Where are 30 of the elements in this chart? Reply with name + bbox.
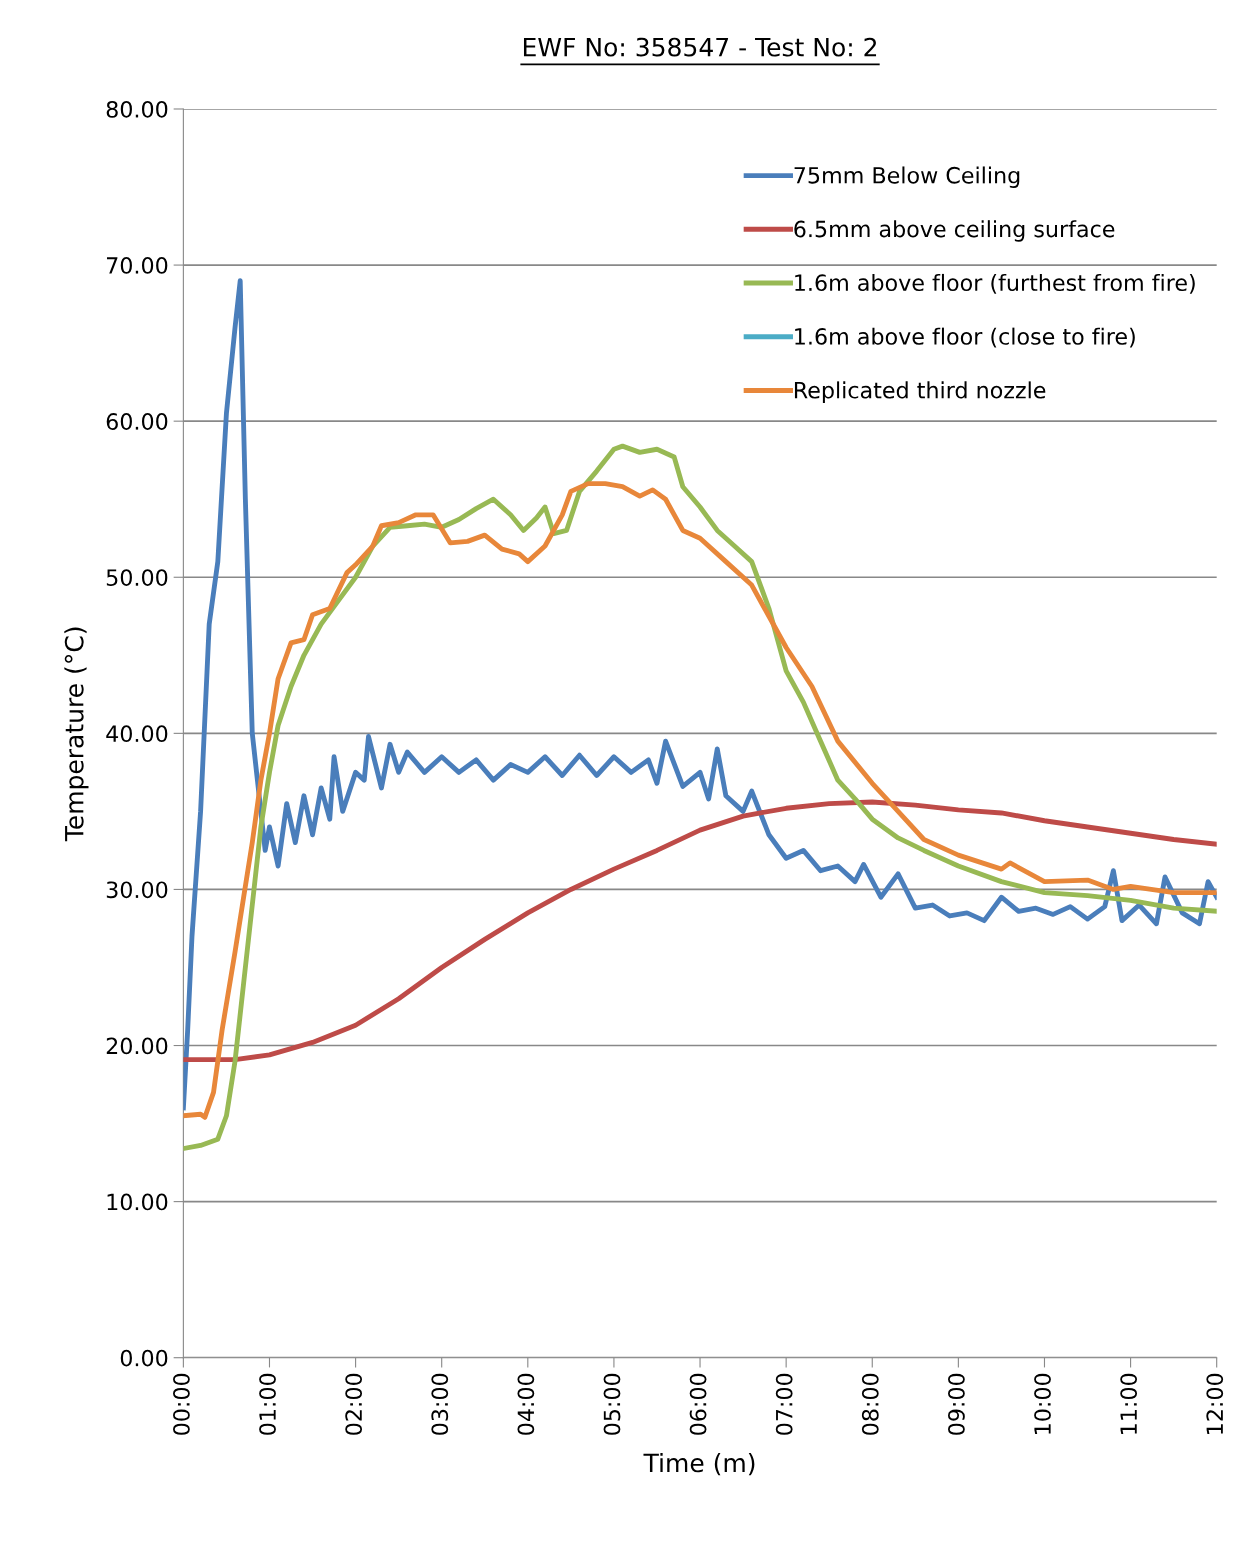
x-tick-label: 06:00: [689, 1373, 707, 1435]
x-tick-label: 00:00: [173, 1373, 190, 1435]
y-tick-label: 60.00: [106, 413, 168, 430]
x-axis-title: Time (m): [643, 1453, 755, 1476]
x-tick-label: 02:00: [345, 1373, 363, 1435]
legend-label: 75mm Below Ceiling: [794, 166, 1020, 188]
x-tick-label: 08:00: [861, 1373, 879, 1435]
chart-title: EWF No: 358547 - Test No: 2: [523, 37, 877, 57]
x-tick-label: 10:00: [1034, 1373, 1051, 1434]
legend-label: Replicated third nozzle: [794, 381, 1046, 403]
y-tick-label: 80.00: [106, 100, 168, 118]
x-tick-label: 07:00: [775, 1373, 793, 1435]
x-tick-label: 05:00: [603, 1373, 621, 1435]
x-tick-label: 03:00: [431, 1373, 449, 1435]
legend-label: 1.6m above floor (close to fire): [795, 327, 1135, 348]
x-tick-label: 12:00: [1206, 1373, 1224, 1434]
y-tick-label: 0.00: [120, 1349, 168, 1367]
legend-label: 1.6m above floor (furthest from fire): [795, 273, 1195, 294]
x-tick-label: 04:00: [517, 1373, 535, 1435]
y-tick-label: 40.00: [106, 725, 168, 743]
x-tick-label: 11:00: [1120, 1373, 1138, 1434]
y-tick-label: 30.00: [106, 881, 168, 899]
y-axis-title: Temperature (°C): [64, 627, 89, 842]
y-tick-label: 20.00: [106, 1037, 168, 1055]
x-tick-label: 09:00: [948, 1373, 965, 1435]
y-tick-label: 70.00: [106, 257, 168, 274]
x-tick-label: 01:00: [259, 1373, 276, 1435]
y-tick-label: 10.00: [107, 1193, 168, 1211]
legend-label: 6.5mm above ceiling surface: [794, 220, 1115, 242]
y-tick-label: 50.00: [106, 569, 168, 587]
